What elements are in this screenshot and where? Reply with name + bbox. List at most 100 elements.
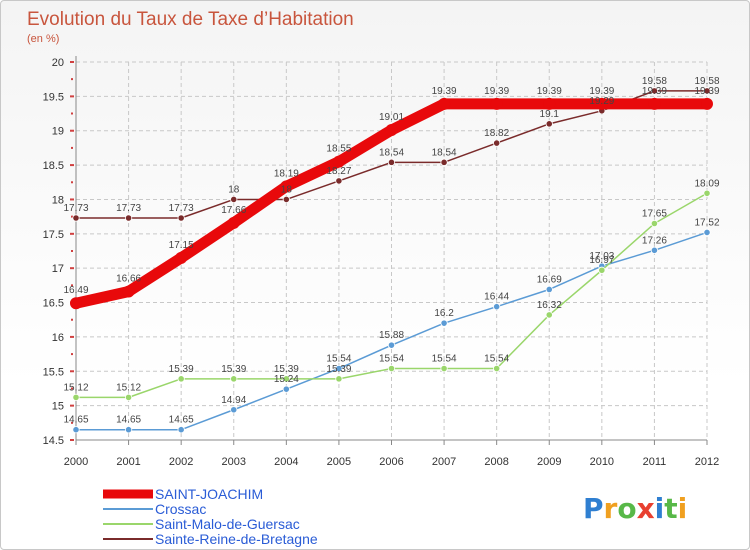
data-label: 14.94 — [221, 395, 246, 406]
data-point — [177, 214, 185, 222]
series-group — [70, 87, 713, 434]
data-label: 15.12 — [116, 382, 141, 393]
data-point — [650, 246, 659, 254]
data-label: 18.19 — [274, 168, 299, 179]
data-point — [650, 219, 659, 228]
data-label: 17.73 — [116, 203, 141, 214]
data-label: 16.49 — [63, 285, 88, 296]
data-label: 19.39 — [484, 86, 509, 97]
data-point — [440, 364, 448, 373]
data-label: 18.09 — [694, 178, 719, 189]
x-tick-label: 2002 — [169, 456, 193, 468]
logo-letter: x — [637, 492, 655, 525]
data-point — [124, 214, 133, 222]
x-tick-label: 2012 — [695, 456, 719, 468]
data-label: 14.65 — [116, 415, 141, 426]
data-point — [122, 285, 135, 298]
data-point — [703, 87, 711, 95]
data-point — [230, 406, 238, 414]
data-label: 15.39 — [169, 364, 194, 375]
data-label: 14.65 — [169, 415, 194, 426]
data-label: 14.65 — [63, 415, 88, 426]
data-point — [230, 195, 238, 204]
data-label: 16.32 — [537, 300, 562, 311]
data-label: 16.66 — [116, 274, 141, 285]
data-point — [545, 311, 553, 319]
x-tick-label: 2005 — [327, 456, 351, 468]
data-point — [598, 266, 606, 274]
data-point — [70, 297, 82, 310]
data-point — [703, 189, 711, 197]
data-point — [332, 155, 345, 168]
logo-letter: r — [604, 492, 618, 525]
data-point — [335, 375, 343, 383]
data-point — [282, 375, 290, 383]
y-tick-label: 19 — [52, 126, 64, 138]
data-label: 17.15 — [169, 240, 194, 251]
data-label: 15.39 — [221, 364, 246, 375]
data-label: 19.39 — [589, 86, 614, 97]
data-point — [385, 124, 398, 137]
data-label: 18 — [228, 184, 240, 195]
data-labels: 17.73 17.73 17.73 18 18 18.27 18.54 18.54 18.82 1… — [63, 76, 719, 426]
data-point — [493, 303, 501, 311]
data-point — [650, 87, 659, 95]
legend-label: Sainte-Reine-de-Bretagne — [155, 531, 318, 547]
data-point — [595, 97, 608, 110]
data-label: 17.73 — [169, 203, 194, 214]
data-label: 15.54 — [432, 354, 457, 365]
legend-label: Saint-Malo-de-Guersac — [155, 516, 300, 532]
x-tick-label: 2004 — [274, 456, 298, 468]
data-point — [177, 375, 185, 383]
data-label: 16.97 — [589, 255, 614, 266]
data-label: 18.54 — [432, 147, 457, 158]
data-label: 15.12 — [63, 382, 88, 393]
data-label: 17.26 — [642, 235, 667, 246]
data-point — [335, 177, 343, 185]
y-tick-label: 16 — [52, 332, 64, 344]
data-point — [387, 158, 396, 166]
x-tick-label: 2011 — [643, 456, 667, 468]
data-label: 17.03 — [589, 251, 614, 262]
x-tick-label: 2007 — [432, 456, 456, 468]
data-label: 17.52 — [694, 217, 719, 228]
legend: SAINT-JOACHIMCrossacSaint-Malo-de-Guersa… — [103, 486, 318, 547]
data-point — [440, 158, 448, 166]
data-point — [545, 120, 553, 128]
data-point — [440, 319, 448, 327]
legend-label: SAINT-JOACHIM — [155, 486, 263, 502]
data-point — [387, 364, 396, 373]
data-label: 19.39 — [694, 86, 719, 97]
data-label: 19.39 — [432, 86, 457, 97]
data-label: 18.54 — [379, 147, 404, 158]
y-tick-label: 20 — [52, 57, 64, 69]
y-tick-label: 17 — [52, 263, 64, 275]
logo-letter: o — [617, 492, 636, 525]
logo-letter: i — [678, 492, 688, 525]
y-tick-label: 18 — [52, 194, 64, 206]
data-label: 18.55 — [326, 144, 351, 155]
data-point — [545, 285, 553, 294]
data-point — [282, 385, 290, 393]
chart-subtitle: (en %) — [27, 33, 59, 45]
data-label: 19.58 — [642, 76, 667, 87]
logo-letter: t — [664, 492, 677, 525]
y-tick-label: 19.5 — [43, 91, 64, 103]
axes: 14.5 15 15.5 16 16.5 17 17.5 18 18.5 19 19.5 20 2000… — [43, 56, 719, 468]
x-tick-label: 2003 — [222, 456, 246, 468]
data-point — [493, 139, 501, 147]
x-tick-label: 2008 — [484, 456, 508, 468]
logo-letter: i — [655, 492, 665, 525]
data-point — [227, 216, 240, 229]
data-point — [230, 375, 238, 383]
data-point — [72, 426, 80, 434]
data-label: 15.88 — [379, 330, 404, 341]
data-label: 15.39 — [274, 364, 299, 375]
data-label: 15.54 — [379, 354, 404, 365]
x-tick-label: 2001 — [116, 456, 140, 468]
data-point — [335, 364, 343, 373]
data-label: 17.73 — [63, 203, 88, 214]
chart-title: Evolution du Taux de Taxe d’Habitation — [27, 9, 354, 30]
